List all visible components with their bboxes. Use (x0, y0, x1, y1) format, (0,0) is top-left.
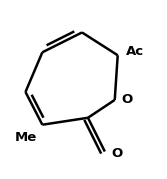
Text: Ac: Ac (126, 45, 144, 58)
Text: Me: Me (15, 131, 37, 144)
Text: O: O (121, 93, 133, 107)
Text: O: O (111, 147, 123, 160)
